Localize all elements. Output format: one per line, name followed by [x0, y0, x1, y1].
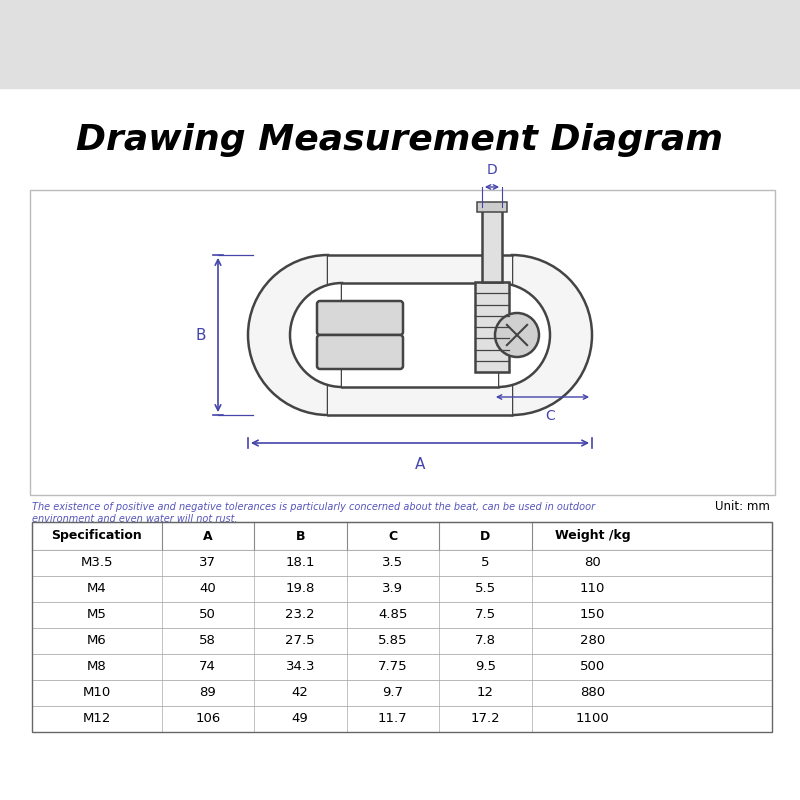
FancyBboxPatch shape	[317, 335, 403, 369]
Text: 106: 106	[195, 713, 220, 726]
Text: M4: M4	[87, 582, 106, 595]
Text: 3.5: 3.5	[382, 557, 403, 570]
Bar	[32, 522, 772, 550]
Text: 1100: 1100	[576, 713, 610, 726]
Text: M5: M5	[87, 609, 106, 622]
Text: 50: 50	[199, 609, 216, 622]
Text: 34.3: 34.3	[286, 661, 315, 674]
Text: 3.9: 3.9	[382, 582, 403, 595]
Text: 89: 89	[199, 686, 216, 699]
Text: A: A	[203, 530, 213, 542]
Bar	[30, 190, 775, 495]
Bar	[328, 255, 512, 335]
Text: 23.2: 23.2	[286, 609, 315, 622]
Text: D: D	[486, 163, 498, 177]
Bar	[0, 0, 800, 88]
FancyBboxPatch shape	[317, 301, 403, 335]
Text: 11.7: 11.7	[378, 713, 407, 726]
Text: 80: 80	[584, 557, 601, 570]
Bar	[32, 522, 772, 732]
Text: Specification: Specification	[51, 530, 142, 542]
Text: 280: 280	[580, 634, 605, 647]
Bar	[32, 706, 772, 732]
Text: 880: 880	[580, 686, 605, 699]
Text: 37: 37	[199, 557, 216, 570]
Text: M6: M6	[87, 634, 106, 647]
Text: 49: 49	[292, 713, 309, 726]
Text: Unit: mm: Unit: mm	[715, 500, 770, 513]
Wedge shape	[290, 283, 342, 387]
Text: 9.5: 9.5	[474, 661, 496, 674]
Bar	[342, 283, 498, 335]
Text: Weight /kg: Weight /kg	[554, 530, 630, 542]
Bar	[32, 602, 772, 628]
Bar	[475, 282, 509, 372]
Text: 4.85: 4.85	[378, 609, 407, 622]
Bar	[328, 335, 512, 415]
Bar	[477, 202, 507, 212]
Bar	[342, 335, 498, 387]
Bar	[32, 680, 772, 706]
Wedge shape	[512, 255, 592, 415]
Bar	[32, 550, 772, 576]
Text: A: A	[415, 457, 425, 472]
Text: 5: 5	[481, 557, 490, 570]
Bar	[32, 628, 772, 654]
Text: M8: M8	[87, 661, 106, 674]
Text: 12: 12	[477, 686, 494, 699]
Text: 19.8: 19.8	[286, 582, 315, 595]
Text: 58: 58	[199, 634, 216, 647]
Wedge shape	[498, 283, 550, 387]
Text: M10: M10	[82, 686, 111, 699]
Text: 7.5: 7.5	[474, 609, 496, 622]
Text: C: C	[388, 530, 398, 542]
Text: The existence of positive and negative tolerances is particularly concerned abou: The existence of positive and negative t…	[32, 502, 595, 524]
Bar	[32, 654, 772, 680]
Text: 110: 110	[580, 582, 606, 595]
Text: D: D	[480, 530, 490, 542]
Text: 74: 74	[199, 661, 216, 674]
Text: 9.7: 9.7	[382, 686, 403, 699]
Text: 150: 150	[580, 609, 606, 622]
Text: 5.5: 5.5	[474, 582, 496, 595]
Text: M12: M12	[82, 713, 111, 726]
Text: 5.85: 5.85	[378, 634, 407, 647]
Circle shape	[495, 313, 539, 357]
Text: C: C	[546, 409, 555, 423]
Text: 500: 500	[580, 661, 605, 674]
Text: B: B	[195, 327, 206, 342]
Text: 7.8: 7.8	[474, 634, 496, 647]
Wedge shape	[248, 255, 328, 415]
Bar	[32, 576, 772, 602]
Text: Drawing Measurement Diagram: Drawing Measurement Diagram	[77, 123, 723, 157]
Text: 42: 42	[292, 686, 309, 699]
Bar	[482, 207, 502, 282]
Text: 7.75: 7.75	[378, 661, 407, 674]
Text: B: B	[295, 530, 305, 542]
Text: 17.2: 17.2	[470, 713, 500, 726]
Text: 27.5: 27.5	[286, 634, 315, 647]
Text: 40: 40	[199, 582, 216, 595]
Text: 18.1: 18.1	[286, 557, 315, 570]
Text: M3.5: M3.5	[81, 557, 113, 570]
